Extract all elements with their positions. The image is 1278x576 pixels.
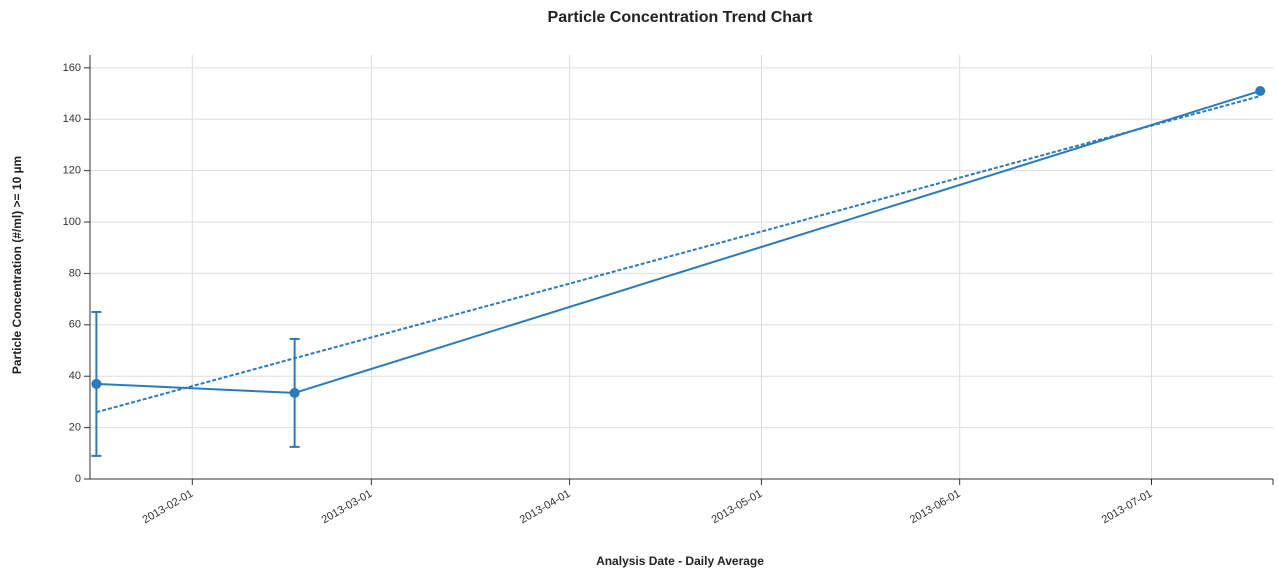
- point: [289, 387, 300, 398]
- y-tick-label: 60: [69, 319, 81, 331]
- x-tick-label: 2013-06-01: [908, 488, 963, 527]
- trend-line: [96, 95, 1261, 414]
- point: [91, 378, 102, 389]
- series-line: [96, 90, 1261, 394]
- x-tick-label: 2013-07-01: [1100, 488, 1155, 527]
- y-tick-label: 160: [63, 62, 81, 74]
- x-tick-label: 2013-02-01: [141, 488, 196, 527]
- y-tick-label: 100: [63, 216, 81, 228]
- x-axis-label: Analysis Date - Daily Average: [596, 554, 764, 568]
- y-tick-label: 80: [69, 267, 81, 279]
- x-tick-label: 2013-04-01: [518, 488, 573, 527]
- y-tick-label: 40: [69, 370, 81, 382]
- y-tick-label: 20: [69, 422, 81, 434]
- point: [1255, 85, 1266, 96]
- y-axis-label: Particle Concentration (#/ml) >= 10 µm: [10, 156, 24, 374]
- y-tick-label: 140: [63, 113, 81, 125]
- y-tick-label: 120: [63, 165, 81, 177]
- x-tick-label: 2013-05-01: [710, 488, 765, 527]
- chart-title: Particle Concentration Trend Chart: [548, 9, 814, 26]
- x-tick-label: 2013-03-01: [320, 488, 375, 527]
- y-tick-label: 0: [75, 473, 81, 485]
